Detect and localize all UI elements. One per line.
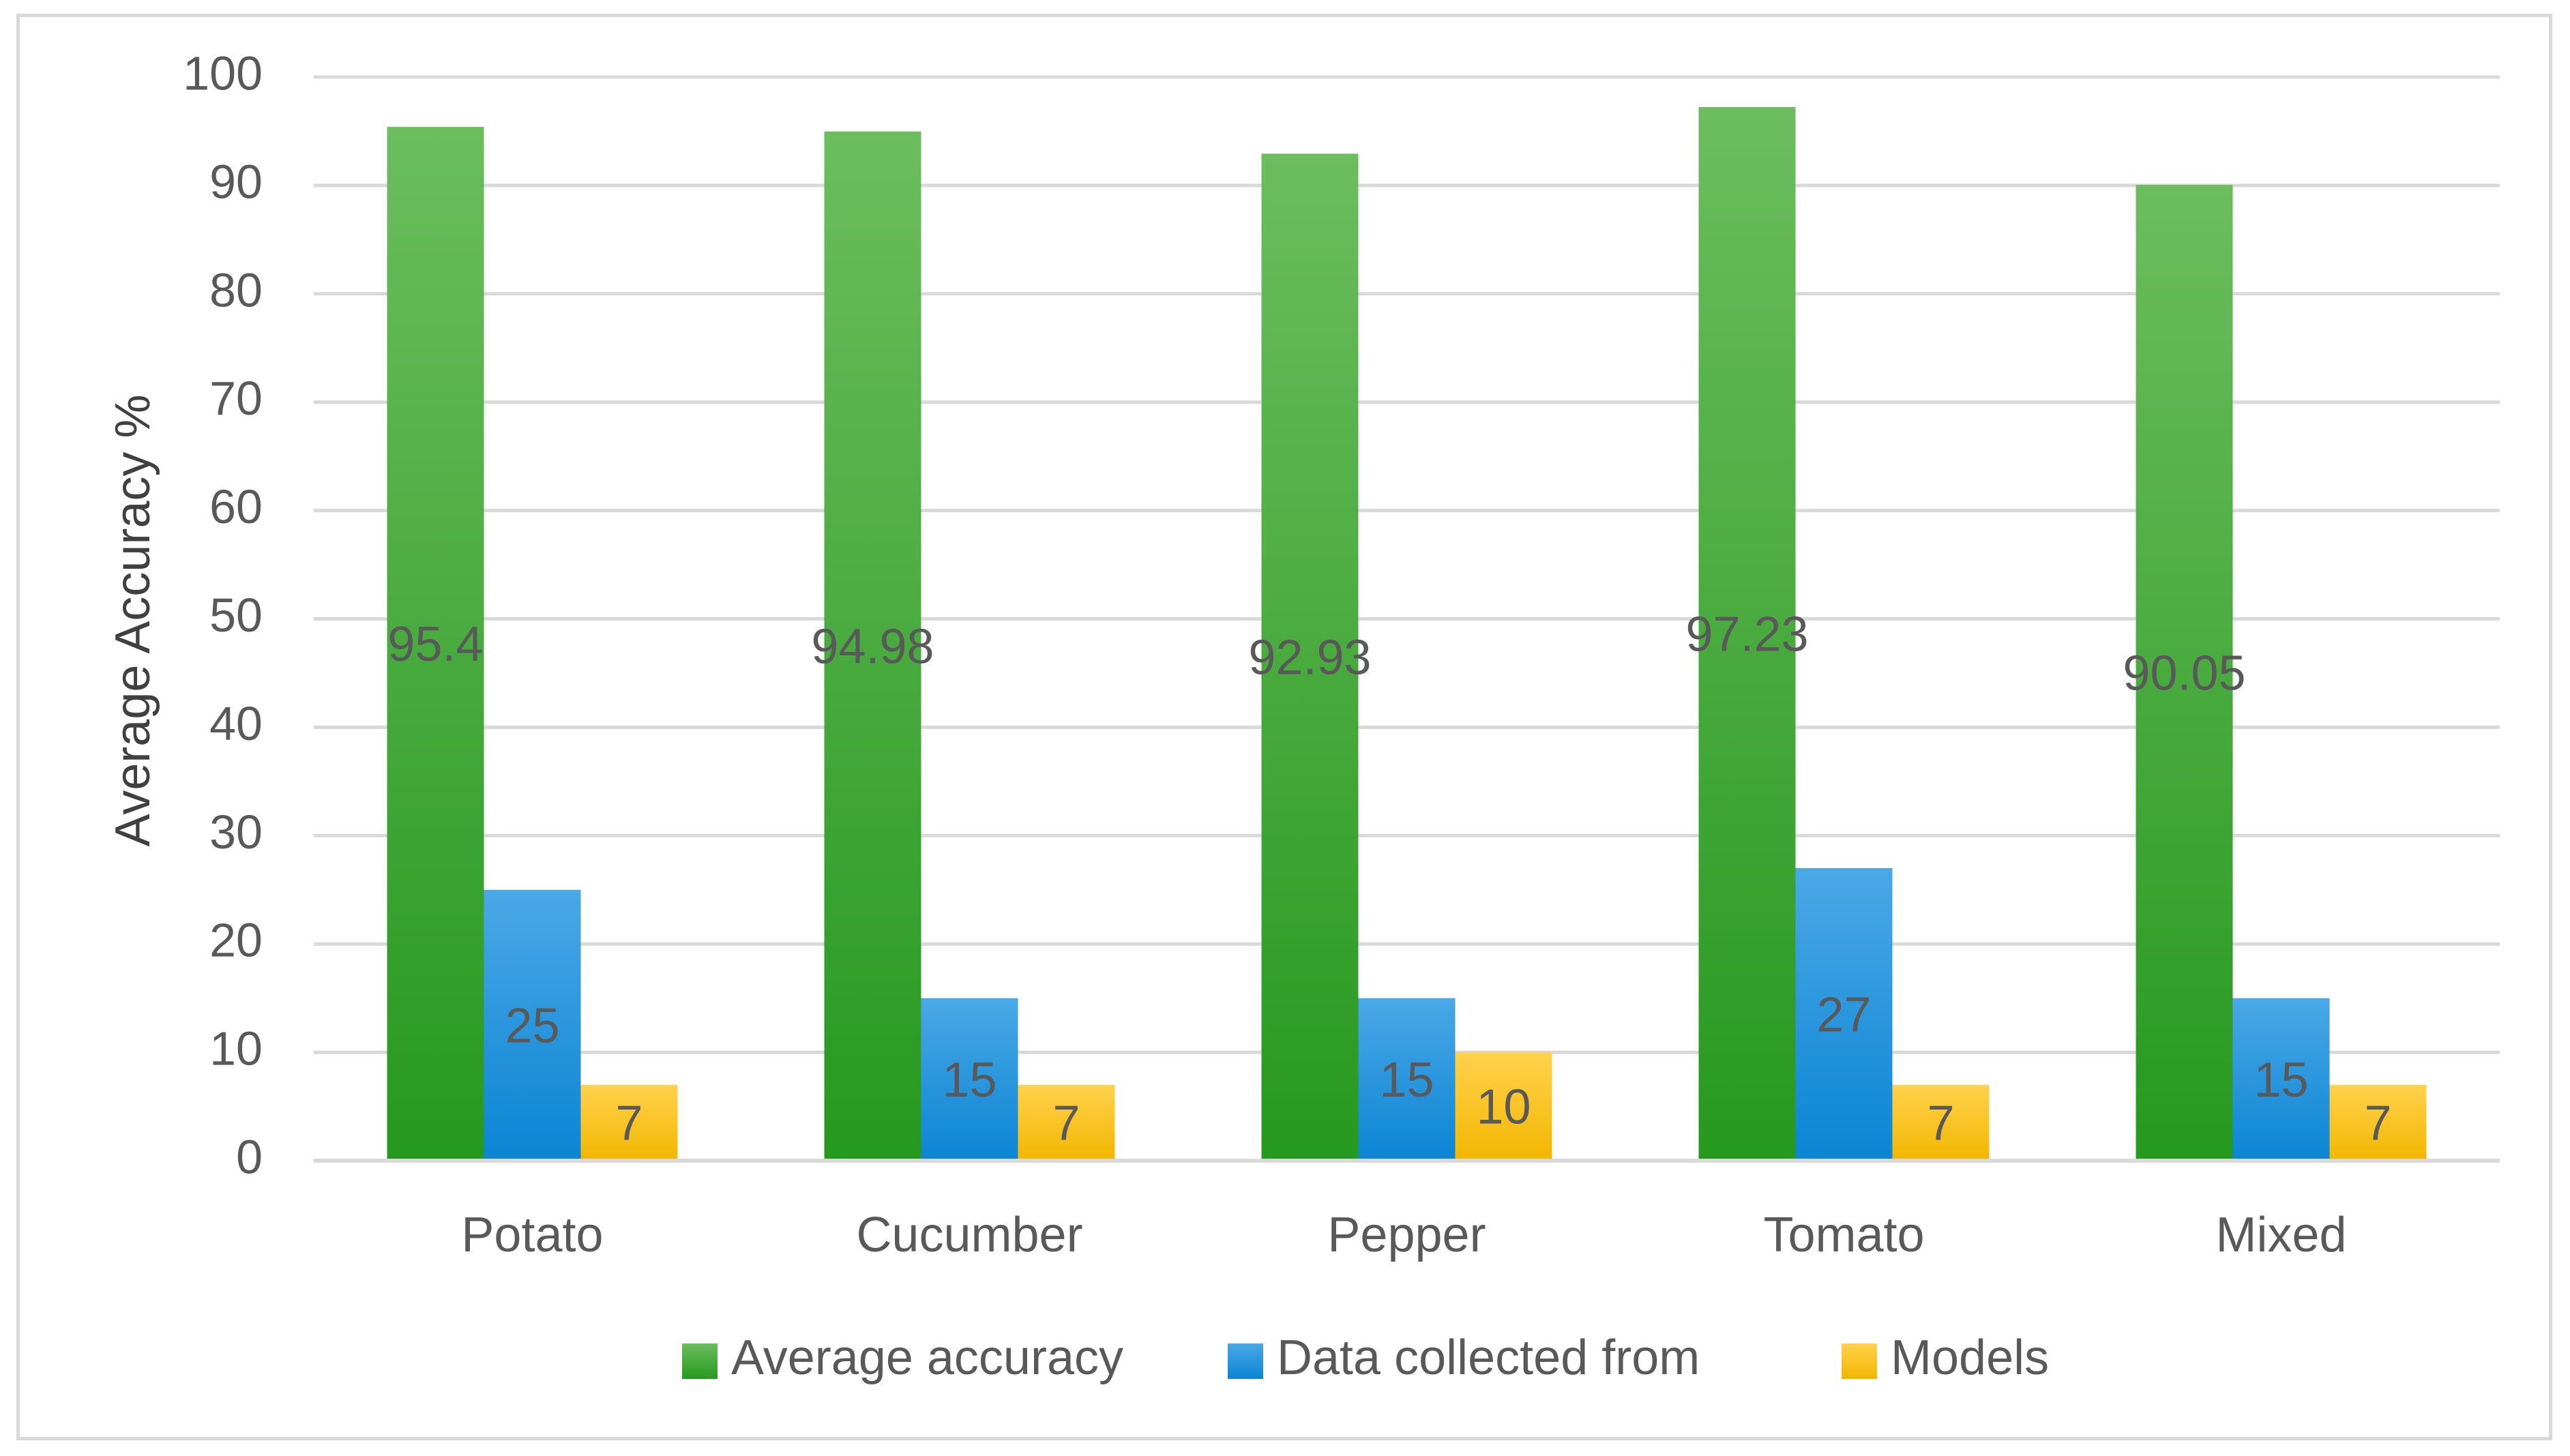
bar-data-collected-potato [484, 889, 581, 1161]
y-tick-label: 70 [209, 372, 263, 425]
y-tick-label: 90 [209, 155, 263, 208]
data-label-average-accuracy: 90.05 [2123, 647, 2245, 701]
data-label-data-collected: 15 [2254, 1053, 2308, 1108]
x-axis-categories: Potato Cucumber Pepper Tomato Mixed [461, 1208, 2346, 1262]
bar-models-mixed [2329, 1084, 2427, 1161]
legend-swatch-models [1842, 1343, 1877, 1379]
data-label-models: 7 [1927, 1096, 1954, 1150]
y-tick-label: 50 [209, 589, 263, 642]
y-tick-label: 20 [209, 914, 263, 967]
data-label-models: 7 [1052, 1096, 1080, 1150]
y-axis-ticks: 0 10 20 30 40 50 60 70 80 90 100 [183, 46, 263, 1183]
bar-average-accuracy-potato [387, 127, 484, 1161]
legend: Average accuracy Data collected from Model… [682, 1331, 2049, 1385]
y-tick-label: 30 [209, 805, 263, 859]
category-label-pepper: Pepper [1327, 1208, 1486, 1262]
bar-models-potato [580, 1084, 678, 1161]
y-tick-label: 80 [209, 263, 263, 316]
data-label-models: 10 [1476, 1080, 1531, 1135]
data-label-average-accuracy: 94.98 [811, 619, 934, 674]
y-axis-title: Average Accuracy % [106, 394, 160, 846]
legend-swatch-data-collected [1228, 1343, 1263, 1379]
bar-data-collected-cucumber [921, 998, 1018, 1161]
bar-average-accuracy-pepper [1261, 153, 1359, 1161]
bar-data-collected-pepper [1358, 998, 1456, 1161]
y-tick-label: 100 [183, 46, 263, 100]
bar-average-accuracy-tomato [1698, 107, 1796, 1161]
bar-average-accuracy-mixed [2136, 185, 2233, 1161]
y-tick-label: 60 [209, 480, 263, 533]
category-label-tomato: Tomato [1763, 1208, 1924, 1262]
y-tick-label: 40 [209, 697, 263, 750]
legend-label-models: Models [1891, 1331, 2049, 1385]
data-label-average-accuracy: 97.23 [1685, 608, 1808, 662]
y-tick-label: 0 [236, 1130, 263, 1183]
category-label-potato: Potato [461, 1208, 603, 1262]
bars [314, 107, 2500, 1163]
category-label-mixed: Mixed [2215, 1208, 2346, 1262]
data-label-models: 7 [2364, 1096, 2391, 1150]
data-label-data-collected: 27 [1816, 987, 1871, 1042]
data-labels: 95.4 25 7 94.98 15 7 92.93 15 10 97.23 27 7 90.05 15 7 [387, 608, 2391, 1151]
legend-swatch-average-accuracy [682, 1343, 718, 1379]
category-label-cucumber: Cucumber [856, 1208, 1082, 1262]
legend-label-data-collected: Data collected from [1277, 1331, 1700, 1385]
bar-data-collected-mixed [2232, 998, 2330, 1161]
data-label-data-collected: 15 [1379, 1053, 1434, 1108]
bar-average-accuracy-cucumber [824, 131, 921, 1161]
bar-models-cucumber [1018, 1084, 1115, 1161]
data-label-data-collected: 25 [505, 998, 559, 1053]
data-label-models: 7 [615, 1096, 642, 1150]
bar-models-tomato [1892, 1084, 1990, 1161]
legend-label-average-accuracy: Average accuracy [731, 1331, 1123, 1385]
data-label-average-accuracy: 95.4 [387, 617, 483, 672]
data-label-average-accuracy: 92.93 [1248, 631, 1371, 685]
y-tick-label: 10 [209, 1022, 263, 1075]
bar-models-pepper [1455, 1052, 1552, 1161]
bar-data-collected-tomato [1795, 867, 1893, 1161]
data-label-data-collected: 15 [942, 1053, 996, 1108]
